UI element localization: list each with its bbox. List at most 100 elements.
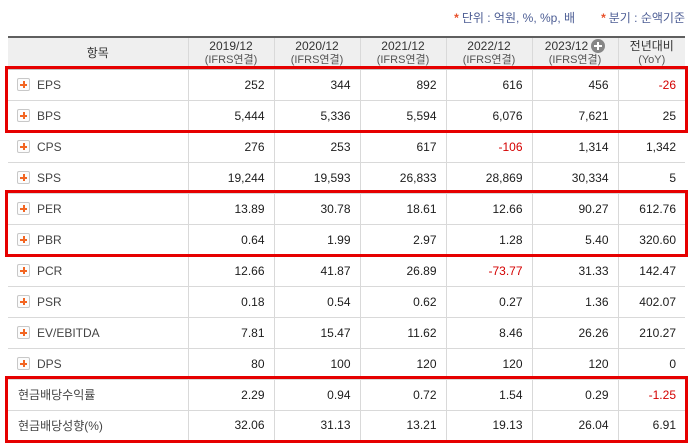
value-cell: -1.25 xyxy=(617,379,685,411)
table-notes: * 단위 : 억원, %, %p, 배 * 분기 : 순액기준 xyxy=(454,9,685,26)
column-header: 2023/12 (IFRS연결) xyxy=(531,36,618,70)
column-title: 전년대비 xyxy=(629,39,674,54)
value-cell: 30,334 xyxy=(531,162,618,194)
row-label-cell: 현금배당수익률 xyxy=(8,379,188,411)
row-label-cell: EV/EBITDA xyxy=(8,317,188,349)
table-row: PSR 0.18 0.54 0.62 0.27 1.36 402.07 xyxy=(8,286,685,318)
table-row: SPS 19,244 19,593 26,833 28,869 30,334 5 xyxy=(8,162,685,194)
value-cell: 0.54 xyxy=(273,286,360,318)
expand-row-button[interactable] xyxy=(17,140,30,154)
value-cell: 26,833 xyxy=(359,162,446,194)
basis-note: * 분기 : 순액기준 xyxy=(601,9,685,26)
value-cell: 12.66 xyxy=(187,255,274,287)
table-row: EPS 252 344 892 616 456 -26 xyxy=(8,69,685,101)
value-cell: 253 xyxy=(273,131,360,163)
value-cell: 31.33 xyxy=(531,255,618,287)
value-cell: 344 xyxy=(273,69,360,101)
value-cell: 26.89 xyxy=(359,255,446,287)
value-cell: -106 xyxy=(445,131,532,163)
row-label-cell: EPS xyxy=(8,69,188,101)
expand-row-button[interactable] xyxy=(17,357,30,371)
ratio-table-wrap: 항목 2019/12 (IFRS연결) 2020/12 (IFRS연결) 2021/12(… xyxy=(5,36,688,443)
value-cell: 0.72 xyxy=(359,379,446,411)
header-row: 항목 2019/12 (IFRS연결) 2020/12 (IFRS연결) 2021/12(… xyxy=(8,36,685,70)
column-header: 2019/12 (IFRS연결) xyxy=(187,36,274,70)
column-subtitle: (IFRS연결) xyxy=(204,54,258,67)
value-cell: 7.81 xyxy=(187,317,274,349)
value-cell: 5,594 xyxy=(359,100,446,132)
expand-columns-icon[interactable] xyxy=(591,39,606,54)
table-row: PBR 0.64 1.99 2.97 1.28 5.40 320.60 xyxy=(8,224,685,256)
value-cell: 0 xyxy=(617,348,685,380)
row-label-cell: BPS xyxy=(8,100,188,132)
row-label: PCR xyxy=(37,263,63,278)
item-column-header: 항목 xyxy=(8,36,188,70)
value-cell: 5,444 xyxy=(187,100,274,132)
row-label: 현금배당수익률 xyxy=(18,388,96,402)
row-label: SPS xyxy=(37,170,62,185)
row-label: PSR xyxy=(37,294,62,309)
table-head: 항목 2019/12 (IFRS연결) 2020/12 (IFRS연결) 2021/12(… xyxy=(8,36,685,70)
row-label-cell: PCR xyxy=(8,255,188,287)
value-cell: 402.07 xyxy=(617,286,685,318)
expand-row-button[interactable] xyxy=(17,233,30,247)
value-cell: 120 xyxy=(531,348,618,380)
value-cell: 0.64 xyxy=(187,224,274,256)
column-title: 2019/12 xyxy=(209,39,253,54)
row-label-cell: 현금배당성향(%) xyxy=(8,410,188,442)
value-cell: 0.29 xyxy=(531,379,618,411)
basis-note-text: 분기 : 순액기준 xyxy=(608,11,685,25)
value-cell: 5,336 xyxy=(273,100,360,132)
value-cell: 28,869 xyxy=(445,162,532,194)
column-header: 2022/12 (IFRS연결) xyxy=(445,36,532,70)
table-body: EPS 252 344 892 616 456 -26 BPS 5,444 5,336 5,594 6… xyxy=(8,69,685,442)
value-cell: 80 xyxy=(187,348,274,380)
expand-row-button[interactable] xyxy=(17,171,30,185)
row-label: CPS xyxy=(37,139,62,154)
value-cell: 1.54 xyxy=(445,379,532,411)
column-title: 2023/12 xyxy=(533,39,618,54)
value-cell: 2.29 xyxy=(187,379,274,411)
unit-note-text: 단위 : 억원, %, %p, 배 xyxy=(461,11,576,25)
value-cell: 1.99 xyxy=(273,224,360,256)
row-label-cell: SPS xyxy=(8,162,188,194)
value-cell: 142.47 xyxy=(617,255,685,287)
column-subtitle: (YoY) xyxy=(638,54,666,67)
value-cell: 1,342 xyxy=(617,131,685,163)
asterisk: * xyxy=(454,11,459,25)
value-cell: 25 xyxy=(617,100,685,132)
row-label-cell: PSR xyxy=(8,286,188,318)
row-label: 현금배당성향(%) xyxy=(18,418,103,433)
table-row: PCR 12.66 41.87 26.89 -73.77 31.33 142.47 xyxy=(8,255,685,287)
column-subtitle: (IFRS연결) xyxy=(462,54,516,67)
value-cell: 32.06 xyxy=(187,410,274,442)
expand-row-button[interactable] xyxy=(17,78,30,92)
value-cell: 0.62 xyxy=(359,286,446,318)
value-cell: 2.97 xyxy=(359,224,446,256)
value-cell: 0.18 xyxy=(187,286,274,318)
value-cell: -73.77 xyxy=(445,255,532,287)
expand-row-button[interactable] xyxy=(17,295,30,309)
ratio-table: 항목 2019/12 (IFRS연결) 2020/12 (IFRS연결) 2021/12(… xyxy=(8,36,685,442)
value-cell: 5.40 xyxy=(531,224,618,256)
expand-row-button[interactable] xyxy=(17,326,30,340)
expand-row-button[interactable] xyxy=(17,109,30,123)
value-cell: 6.91 xyxy=(617,410,685,442)
value-cell: 276 xyxy=(187,131,274,163)
value-cell: 120 xyxy=(445,348,532,380)
value-cell: 90.27 xyxy=(531,193,618,225)
expand-row-button[interactable] xyxy=(17,202,30,216)
value-cell: 6,076 xyxy=(445,100,532,132)
unit-note: * 단위 : 억원, %, %p, 배 xyxy=(454,9,575,26)
column-subtitle: (IFRS연결) xyxy=(376,54,430,67)
row-label-cell: PER xyxy=(8,193,188,225)
value-cell: 0.94 xyxy=(273,379,360,411)
expand-row-button[interactable] xyxy=(17,264,30,278)
value-cell: -26 xyxy=(617,69,685,101)
table-row: DPS 80 100 120 120 120 0 xyxy=(8,348,685,380)
row-label: PBR xyxy=(37,232,62,247)
value-cell: 12.66 xyxy=(445,193,532,225)
column-title: 2022/12 xyxy=(467,39,511,54)
value-cell: 892 xyxy=(359,69,446,101)
